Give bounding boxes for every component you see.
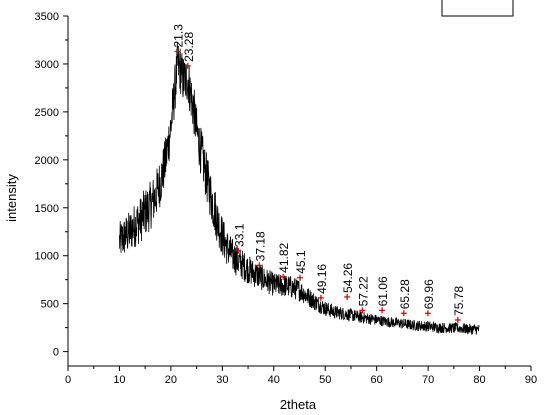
y-axis-title: intensity xyxy=(4,174,19,222)
peak-label: 23.28 xyxy=(182,32,196,62)
x-tick-label: 10 xyxy=(113,374,125,386)
peak-marker: 57.22 xyxy=(356,276,370,314)
series-line xyxy=(119,42,480,335)
data-layer xyxy=(119,42,480,335)
x-tick-label: 80 xyxy=(473,374,485,386)
y-tick-label: 2000 xyxy=(35,155,59,167)
peak-marker: 75.78 xyxy=(452,286,466,323)
x-tick-label: 90 xyxy=(525,374,537,386)
y-tick-label: 0 xyxy=(53,347,59,359)
peak-markers: 21.323.28 33.1 37.18 41.82 45.1 49.16 54.26 57.… xyxy=(172,24,466,323)
x-tick-label: 20 xyxy=(165,374,177,386)
y-tick-label: 1500 xyxy=(35,203,59,215)
peak-marker: 61.06 xyxy=(376,276,390,314)
peak-marker: 23.28 xyxy=(182,32,196,69)
x-tick-label: 70 xyxy=(422,374,434,386)
peak-label: 45.1 xyxy=(294,250,308,274)
axes: 0 10 20 30 40 50 60 70 80 90 0 500 1000 1500 2000 2500 3… xyxy=(35,11,538,386)
peak-label: 49.16 xyxy=(315,264,329,294)
peak-marker: 69.96 xyxy=(422,279,436,317)
peak-label: 57.22 xyxy=(356,276,370,306)
x-tick-label: 50 xyxy=(319,374,331,386)
peak-label: 75.78 xyxy=(452,286,466,316)
peak-marker: 54.26 xyxy=(341,263,355,300)
peak-label: 33.1 xyxy=(232,223,246,247)
peak-marker: 49.16 xyxy=(315,264,329,301)
y-tick-label: 3500 xyxy=(35,11,59,23)
peak-marker: 41.82 xyxy=(277,242,291,280)
peak-label: 65.28 xyxy=(398,279,412,309)
x-tick-label: 30 xyxy=(216,374,228,386)
x-tick-label: 60 xyxy=(371,374,383,386)
peak-marker: 21.3 xyxy=(172,24,186,55)
y-tick-label: 2500 xyxy=(35,107,59,119)
y-tick-label: 3000 xyxy=(35,59,59,71)
peak-marker: 45.1 xyxy=(294,250,308,281)
y-tick-label: 500 xyxy=(41,299,59,311)
peak-marker: 37.18 xyxy=(253,231,267,269)
peak-marker: 65.28 xyxy=(398,279,412,317)
x-tick-label: 40 xyxy=(268,374,280,386)
peak-label: 21.3 xyxy=(172,24,186,48)
peak-label: 54.26 xyxy=(341,263,355,293)
peak-label: 41.82 xyxy=(277,242,291,272)
peak-label: 69.96 xyxy=(422,279,436,309)
peak-label: 61.06 xyxy=(376,276,390,306)
x-axis-title: 2theta xyxy=(280,397,317,412)
legend-box xyxy=(441,0,514,17)
x-tick-label: 0 xyxy=(65,374,71,386)
y-tick-label: 1000 xyxy=(35,251,59,263)
peak-marker: 33.1 xyxy=(232,223,246,254)
peak-label: 37.18 xyxy=(253,231,267,261)
